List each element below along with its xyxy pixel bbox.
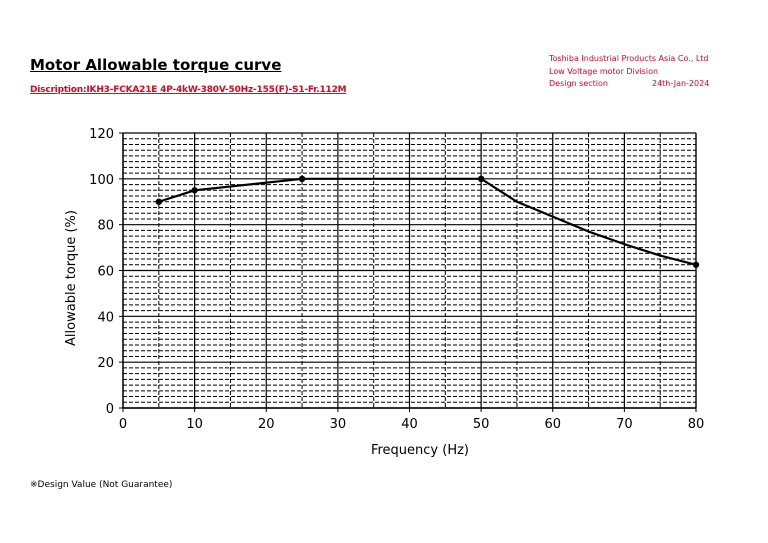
series-layer (155, 175, 700, 268)
x-tick-label: 80 (688, 417, 705, 432)
design-note: ※Design Value (Not Guarantee) (30, 480, 173, 490)
y-tick-label: 20 (97, 356, 114, 371)
y-tick-label: 100 (89, 173, 114, 188)
section-date-row: Design section 24th-Jan-2024 (549, 78, 709, 91)
motor-description: Discription:IKH3-FCKA21E 4P-4kW-380V-50H… (30, 85, 347, 95)
grid-layer (122, 132, 697, 409)
company-name: Toshiba Industrial Products Asia Co., Lt… (549, 54, 709, 63)
data-point (692, 261, 700, 268)
company-block: Toshiba Industrial Products Asia Co., Lt… (549, 53, 709, 91)
y-tick-label: 0 (106, 402, 114, 417)
y-tick-label: 80 (97, 219, 114, 234)
y-tick-label: 40 (97, 310, 114, 325)
x-tick-label: 70 (616, 417, 633, 432)
series-line (158, 177, 697, 266)
y-tick-label: 60 (97, 265, 114, 280)
y-tick-label: 120 (89, 127, 114, 142)
x-tick-label: 10 (186, 417, 203, 432)
document-date: 24th-Jan-2024 (651, 79, 710, 88)
data-point (477, 175, 485, 183)
data-point (191, 187, 198, 194)
x-axis-label: Frequency (Hz) (371, 443, 469, 458)
data-point (155, 198, 163, 205)
tick-labels: 0 10 20 30 40 50 60 70 80 0 20 40 60 80 100 120 (89, 127, 704, 432)
axes-layer (119, 132, 697, 412)
x-tick-label: 50 (473, 417, 490, 432)
x-tick-label: 40 (401, 417, 418, 432)
x-tick-label: 30 (330, 417, 347, 432)
x-tick-label: 60 (544, 417, 561, 432)
page-title: Motor Allowable torque curve (30, 56, 282, 74)
x-tick-label: 20 (258, 417, 275, 432)
section-label: Design section (549, 79, 608, 88)
data-point (298, 175, 306, 183)
x-tick-label: 0 (119, 417, 127, 432)
company-division: Low Voltage motor Division (549, 66, 659, 76)
y-axis-label: Allowable torque (%) (64, 210, 79, 346)
